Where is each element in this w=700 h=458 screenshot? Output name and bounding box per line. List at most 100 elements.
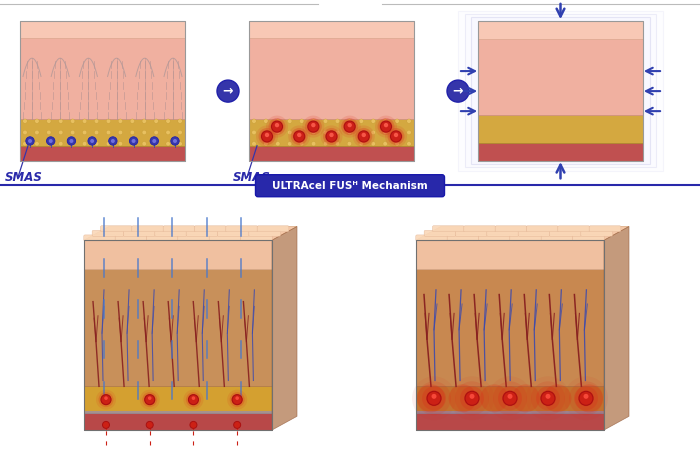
FancyBboxPatch shape [416, 413, 604, 430]
Circle shape [35, 119, 39, 123]
FancyBboxPatch shape [92, 230, 124, 236]
FancyBboxPatch shape [465, 14, 656, 167]
Circle shape [407, 119, 411, 123]
FancyBboxPatch shape [20, 21, 185, 38]
Circle shape [493, 382, 527, 415]
FancyBboxPatch shape [195, 226, 226, 232]
Circle shape [154, 142, 158, 146]
FancyBboxPatch shape [20, 146, 185, 161]
Circle shape [449, 384, 477, 412]
Circle shape [262, 131, 272, 142]
Circle shape [347, 142, 351, 146]
FancyBboxPatch shape [20, 119, 185, 146]
Circle shape [47, 142, 51, 146]
FancyBboxPatch shape [249, 38, 414, 119]
Circle shape [232, 394, 243, 405]
Circle shape [83, 119, 87, 123]
FancyBboxPatch shape [526, 226, 558, 232]
Circle shape [358, 131, 370, 142]
Circle shape [312, 142, 316, 146]
Circle shape [343, 120, 356, 133]
FancyBboxPatch shape [226, 226, 258, 232]
Text: SMAS: SMAS [5, 171, 43, 184]
FancyBboxPatch shape [163, 226, 195, 232]
Circle shape [417, 384, 445, 412]
Circle shape [166, 119, 170, 123]
Circle shape [235, 396, 239, 400]
FancyBboxPatch shape [471, 17, 650, 164]
Circle shape [154, 130, 158, 135]
FancyBboxPatch shape [218, 230, 249, 236]
Circle shape [264, 119, 268, 123]
Circle shape [171, 137, 179, 145]
Circle shape [460, 387, 484, 410]
Circle shape [498, 387, 522, 410]
Circle shape [69, 139, 73, 143]
FancyBboxPatch shape [458, 11, 663, 171]
Circle shape [302, 115, 324, 137]
FancyBboxPatch shape [186, 230, 218, 236]
Circle shape [294, 131, 304, 142]
Circle shape [383, 119, 387, 123]
Circle shape [575, 384, 603, 412]
FancyBboxPatch shape [84, 269, 272, 387]
Circle shape [258, 128, 276, 145]
FancyBboxPatch shape [518, 230, 550, 236]
Circle shape [256, 125, 278, 147]
Circle shape [347, 130, 351, 135]
Circle shape [94, 142, 99, 146]
Circle shape [470, 394, 475, 399]
Circle shape [335, 142, 340, 146]
Circle shape [142, 142, 146, 146]
Circle shape [371, 130, 375, 135]
Circle shape [347, 119, 351, 123]
Circle shape [359, 130, 363, 135]
Circle shape [407, 130, 411, 135]
Circle shape [166, 142, 170, 146]
Circle shape [288, 119, 292, 123]
FancyBboxPatch shape [510, 235, 542, 241]
FancyBboxPatch shape [478, 143, 643, 161]
Circle shape [326, 131, 337, 142]
Circle shape [325, 130, 338, 143]
FancyBboxPatch shape [478, 115, 643, 143]
Circle shape [362, 133, 366, 137]
Circle shape [395, 119, 399, 123]
Circle shape [130, 119, 134, 123]
Circle shape [385, 125, 407, 147]
Circle shape [266, 115, 288, 137]
FancyBboxPatch shape [132, 226, 164, 232]
Circle shape [94, 130, 99, 135]
Circle shape [288, 125, 310, 147]
FancyBboxPatch shape [433, 226, 464, 232]
Circle shape [375, 115, 397, 137]
Text: →: → [453, 85, 463, 98]
Text: SMAS: SMAS [233, 171, 271, 184]
Circle shape [106, 119, 111, 123]
Circle shape [23, 130, 27, 135]
Circle shape [312, 130, 316, 135]
FancyBboxPatch shape [495, 226, 527, 232]
Circle shape [106, 130, 111, 135]
Circle shape [545, 394, 550, 399]
Circle shape [297, 133, 302, 137]
Circle shape [308, 121, 318, 132]
FancyBboxPatch shape [249, 21, 414, 38]
Circle shape [407, 142, 411, 146]
FancyBboxPatch shape [84, 411, 272, 414]
Circle shape [102, 421, 109, 428]
FancyBboxPatch shape [447, 235, 479, 241]
Circle shape [146, 421, 153, 428]
Circle shape [252, 142, 256, 146]
Circle shape [357, 130, 370, 143]
Circle shape [450, 376, 494, 420]
FancyBboxPatch shape [424, 230, 456, 236]
FancyBboxPatch shape [416, 387, 604, 413]
Circle shape [142, 130, 146, 135]
Circle shape [541, 391, 555, 405]
FancyBboxPatch shape [20, 38, 185, 119]
Circle shape [300, 142, 304, 146]
Circle shape [178, 142, 182, 146]
FancyBboxPatch shape [209, 235, 241, 241]
Circle shape [422, 387, 446, 410]
